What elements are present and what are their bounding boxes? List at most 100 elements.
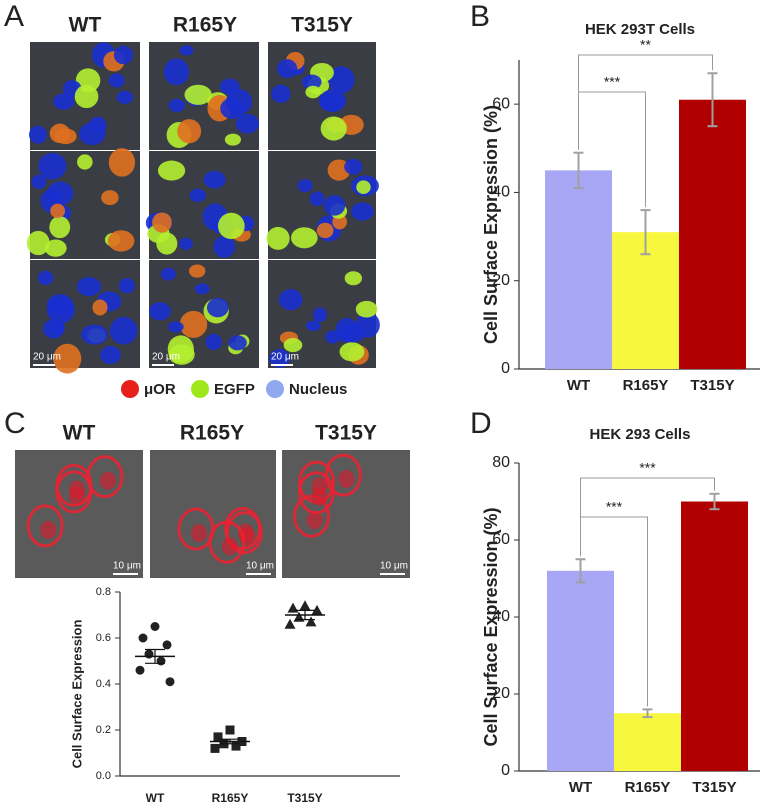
cell bbox=[101, 190, 119, 206]
cell bbox=[31, 174, 47, 189]
cell bbox=[203, 170, 226, 189]
cell bbox=[49, 123, 71, 144]
cell bbox=[184, 84, 212, 105]
cell bbox=[148, 302, 171, 321]
micrograph bbox=[282, 450, 410, 578]
cell bbox=[306, 511, 323, 530]
cell bbox=[355, 300, 378, 318]
significance-label: *** bbox=[639, 460, 656, 476]
cell bbox=[40, 520, 57, 539]
cell bbox=[189, 188, 207, 202]
cell bbox=[221, 537, 238, 556]
scale-bar-label: 10 μm bbox=[113, 561, 141, 572]
y-tick-label: 0.4 bbox=[96, 678, 111, 690]
cell bbox=[188, 264, 206, 278]
cell bbox=[297, 179, 313, 193]
sem-bar bbox=[220, 738, 240, 745]
cell bbox=[316, 222, 334, 239]
cell bbox=[335, 317, 359, 343]
cell bbox=[116, 90, 134, 105]
point bbox=[162, 640, 172, 650]
cell bbox=[235, 113, 260, 134]
sem-bar bbox=[145, 648, 165, 664]
cell bbox=[344, 158, 363, 175]
legend-swatch bbox=[191, 380, 209, 398]
point bbox=[225, 725, 235, 735]
cell bbox=[28, 125, 48, 144]
cell bbox=[108, 148, 136, 177]
cell bbox=[81, 324, 108, 345]
bar bbox=[614, 713, 681, 771]
x-tick-label: WT bbox=[567, 377, 590, 394]
cell bbox=[309, 191, 325, 207]
point bbox=[284, 618, 296, 629]
legend-swatch bbox=[121, 380, 139, 398]
cell bbox=[108, 73, 125, 88]
cell bbox=[177, 119, 202, 144]
column-label: T315Y bbox=[291, 14, 353, 37]
column-label: R165Y bbox=[173, 14, 237, 37]
y-tick-label: 0 bbox=[501, 360, 510, 377]
cell bbox=[179, 45, 194, 56]
cell bbox=[53, 343, 82, 374]
cell bbox=[177, 507, 215, 551]
cell bbox=[53, 93, 75, 110]
cell bbox=[152, 212, 172, 233]
cell bbox=[179, 310, 208, 338]
cell bbox=[76, 277, 101, 297]
cell bbox=[339, 342, 365, 362]
x-tick-label: WT bbox=[146, 791, 165, 805]
legend-swatch bbox=[266, 380, 284, 398]
cell bbox=[277, 59, 298, 79]
cell bbox=[355, 312, 380, 338]
cell bbox=[305, 85, 321, 99]
cell bbox=[237, 523, 254, 542]
cell bbox=[100, 345, 121, 365]
point bbox=[144, 649, 154, 659]
scale-bar-label: 20 μm bbox=[271, 352, 299, 363]
y-tick-label: 0 bbox=[501, 762, 510, 779]
legend-label: EGFP bbox=[214, 381, 255, 398]
cell bbox=[26, 504, 64, 548]
point bbox=[210, 743, 220, 753]
x-tick-label: T315Y bbox=[690, 377, 734, 394]
y-tick-label: 0.8 bbox=[96, 586, 111, 598]
error-bar bbox=[573, 151, 584, 190]
cell bbox=[156, 232, 178, 255]
point bbox=[138, 633, 148, 643]
cell bbox=[344, 271, 363, 286]
point bbox=[135, 665, 145, 675]
cell bbox=[338, 470, 355, 489]
y-axis-label: Cell Surface Expression (%) bbox=[481, 507, 501, 746]
cell bbox=[302, 74, 322, 90]
error-bar bbox=[642, 708, 653, 719]
point bbox=[299, 600, 311, 611]
cell bbox=[68, 480, 85, 499]
cell bbox=[74, 84, 99, 109]
cell bbox=[86, 455, 124, 499]
point bbox=[231, 741, 241, 751]
cell bbox=[167, 321, 184, 333]
cell bbox=[160, 267, 177, 281]
cell bbox=[278, 289, 303, 311]
cell bbox=[323, 195, 346, 216]
cell bbox=[217, 212, 245, 240]
panel-label: B bbox=[470, 0, 490, 33]
y-tick-label: 0.2 bbox=[96, 724, 111, 736]
cell bbox=[356, 180, 371, 195]
cell bbox=[163, 58, 190, 86]
cell bbox=[99, 471, 116, 490]
y-tick-label: 0.6 bbox=[96, 632, 111, 644]
cell bbox=[305, 320, 321, 332]
column-label: WT bbox=[63, 422, 96, 445]
column-label: R165Y bbox=[180, 422, 244, 445]
cell bbox=[46, 296, 75, 324]
cell bbox=[168, 98, 185, 113]
cell bbox=[205, 333, 222, 350]
cell bbox=[206, 297, 229, 318]
y-tick-label: 40 bbox=[492, 184, 510, 201]
chart-title: HEK 293 Cells bbox=[590, 426, 691, 443]
panel-label: D bbox=[470, 407, 492, 440]
cell bbox=[78, 122, 106, 146]
